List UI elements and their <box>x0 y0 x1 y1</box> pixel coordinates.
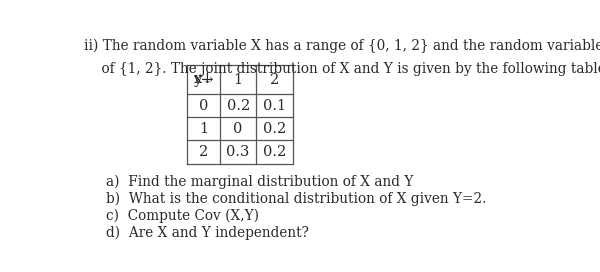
Text: 2: 2 <box>199 145 208 159</box>
Text: 0.3: 0.3 <box>226 145 250 159</box>
Text: 0.2: 0.2 <box>263 145 286 159</box>
Text: c)  Compute Cov (X,Y): c) Compute Cov (X,Y) <box>106 208 259 222</box>
Text: y→: y→ <box>193 73 214 87</box>
Text: 0.2: 0.2 <box>227 99 250 113</box>
Text: 0.1: 0.1 <box>263 99 286 113</box>
Text: 1: 1 <box>233 73 242 86</box>
Text: of {1, 2}. The joint distribution of X and Y is given by the following table:: of {1, 2}. The joint distribution of X a… <box>84 62 600 76</box>
Text: a)  Find the marginal distribution of X and Y: a) Find the marginal distribution of X a… <box>106 174 413 189</box>
Text: x↓: x↓ <box>193 73 214 86</box>
Text: 1: 1 <box>199 122 208 136</box>
Text: ii) The random variable X has a range of {0, 1, 2} and the random variable Y has: ii) The random variable X has a range of… <box>84 39 600 53</box>
Text: 2: 2 <box>270 73 279 86</box>
Text: b)  What is the conditional distribution of X given Y=2.: b) What is the conditional distribution … <box>106 191 487 206</box>
Text: 0.2: 0.2 <box>263 122 286 136</box>
Text: d)  Are X and Y independent?: d) Are X and Y independent? <box>106 225 309 240</box>
Text: 0: 0 <box>233 122 243 136</box>
Text: 0: 0 <box>199 99 208 113</box>
